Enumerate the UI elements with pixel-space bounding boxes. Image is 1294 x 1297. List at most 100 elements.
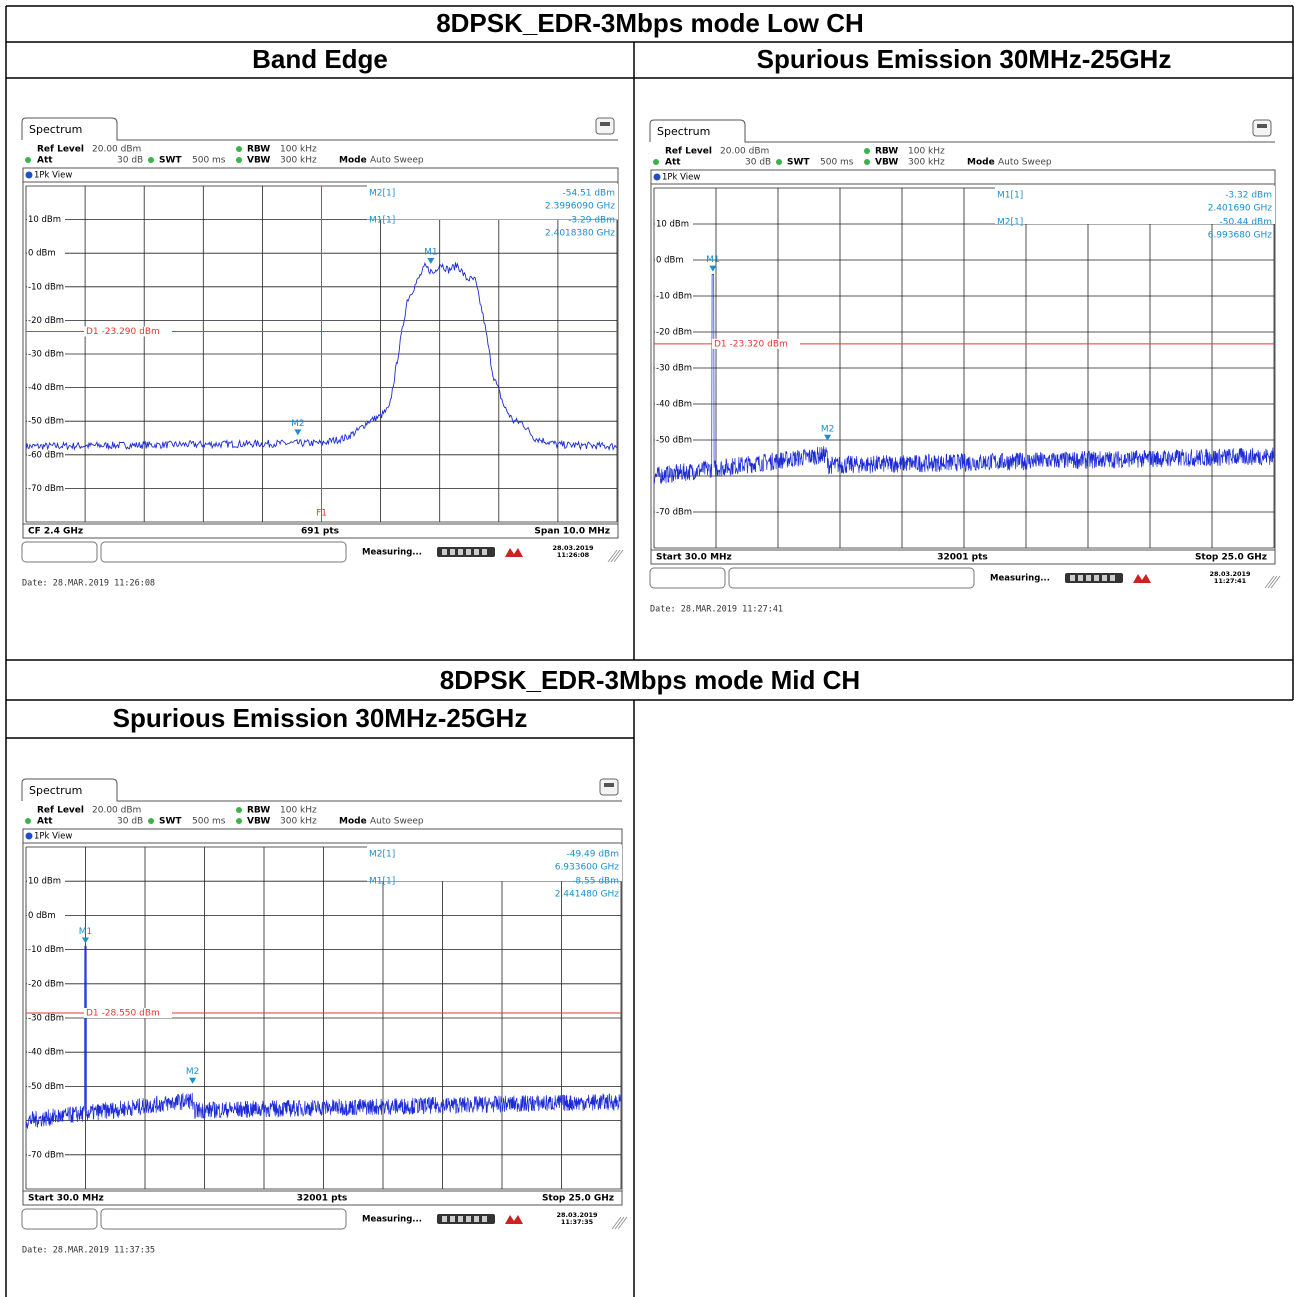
resize-grip xyxy=(1267,575,1278,589)
tab xyxy=(21,117,618,141)
frequency-line-label: F1 xyxy=(316,509,327,519)
y-axis-label: -50 dBm xyxy=(28,1082,64,1092)
progress-step xyxy=(466,1216,471,1222)
resize-grip xyxy=(613,549,624,563)
footer-start: Start 30.0 MHz xyxy=(28,1194,104,1204)
value: 300 kHz xyxy=(908,158,945,168)
value: 300 kHz xyxy=(280,156,317,166)
y-label-bg xyxy=(655,219,693,229)
y-label-bg xyxy=(27,910,65,921)
value: 30 dB xyxy=(117,817,143,827)
view-label: 1Pk View xyxy=(34,832,72,842)
y-label-bg xyxy=(27,281,65,292)
screen-frame xyxy=(650,169,1276,565)
label: VBW xyxy=(875,158,898,168)
status-dot xyxy=(776,159,782,165)
cell-heading: Spurious Emission 30MHz-25GHz xyxy=(113,703,528,733)
view-dot xyxy=(25,171,33,179)
y-label-bg xyxy=(27,416,65,427)
label: Ref Level xyxy=(665,147,712,157)
marker-label: M1 xyxy=(79,927,93,937)
y-axis-label: -10 dBm xyxy=(28,945,64,955)
logo xyxy=(505,548,523,557)
status-dot xyxy=(864,159,870,165)
value: Auto Sweep xyxy=(370,156,424,166)
y-axis-label: -70 dBm xyxy=(28,484,64,494)
marker-label: M2 xyxy=(821,424,835,434)
label: RBW xyxy=(875,147,898,157)
y-axis-label: -30 dBm xyxy=(28,350,64,360)
progress-step xyxy=(466,549,471,555)
y-label-bg xyxy=(27,248,65,259)
readout-freq: 2.441480 GHz xyxy=(555,890,620,900)
stamp-date: 28.03.2019 xyxy=(556,1211,598,1219)
resize-grip xyxy=(611,1216,622,1230)
y-label-bg xyxy=(655,399,693,409)
y-axis-label: 0 dBm xyxy=(656,256,684,266)
value: Auto Sweep xyxy=(370,817,424,827)
label: RBW xyxy=(247,145,270,155)
value: 500 ms xyxy=(192,817,226,827)
section-title: 8DPSK_EDR-3Mbps mode Low CH xyxy=(436,8,864,38)
status-dot xyxy=(148,818,154,824)
marker xyxy=(82,937,89,944)
y-axis-label: 10 dBm xyxy=(28,877,61,887)
footer-end: Span 10.0 MHz xyxy=(534,527,610,537)
display-line-label: D1 -23.290 dBm xyxy=(86,327,160,337)
progress-step xyxy=(474,549,479,555)
marker xyxy=(824,434,832,441)
readout-level: -3.32 dBm xyxy=(1225,191,1272,201)
value: 100 kHz xyxy=(280,145,317,155)
screen-frame xyxy=(22,828,623,1206)
value: 500 ms xyxy=(192,156,226,166)
progress-step xyxy=(1070,575,1075,581)
readout-name: M1[1] xyxy=(369,216,395,226)
readout-freq: 2.401690 GHz xyxy=(1208,204,1273,214)
marker-label: M2 xyxy=(186,1067,200,1077)
readout-area xyxy=(367,845,622,882)
y-label-bg xyxy=(27,315,65,326)
progress-step xyxy=(474,1216,479,1222)
y-label-bg xyxy=(27,876,65,887)
y-label-bg xyxy=(27,449,65,460)
readout-name: M2[1] xyxy=(369,850,395,860)
readout-level: -50.44 dBm xyxy=(1219,218,1272,228)
label: Ref Level xyxy=(37,806,84,816)
value: 100 kHz xyxy=(280,806,317,816)
readout-level: -8.55 dBm xyxy=(572,877,619,887)
status-dot xyxy=(236,157,242,163)
y-label-bg xyxy=(27,1081,65,1092)
date-line: Date: 28.MAR.2019 11:27:41 xyxy=(650,605,783,615)
status-box xyxy=(21,541,98,563)
progress-step xyxy=(450,549,455,555)
readout-freq: 6.993680 GHz xyxy=(1208,231,1273,241)
footer-points: 691 pts xyxy=(301,527,339,537)
readout-freq: 6.933600 GHz xyxy=(555,863,620,873)
status-dot xyxy=(25,157,31,163)
y-axis-label: 10 dBm xyxy=(28,215,61,225)
footer-points: 32001 pts xyxy=(937,553,988,563)
menu-icon-bar xyxy=(1257,124,1267,128)
status-text: Measuring... xyxy=(362,548,422,558)
marker-label: M1 xyxy=(424,247,438,257)
status-text: Measuring... xyxy=(362,1215,422,1225)
status-box xyxy=(728,567,975,589)
y-label-bg xyxy=(27,978,65,989)
footer-start: CF 2.4 GHz xyxy=(28,527,83,537)
readout-area xyxy=(995,186,1275,224)
view-label: 1Pk View xyxy=(662,173,700,183)
marker xyxy=(294,429,302,436)
y-axis-label: -40 dBm xyxy=(28,1048,64,1058)
label: Att xyxy=(665,158,681,168)
tab xyxy=(649,119,1275,143)
y-axis-label: -50 dBm xyxy=(656,436,692,446)
marker xyxy=(189,1077,197,1084)
readout-name: M1[1] xyxy=(997,191,1023,201)
resize-grip xyxy=(610,549,621,563)
value: 300 kHz xyxy=(280,817,317,827)
value: 30 dB xyxy=(745,158,771,168)
stamp-time: 11:27:41 xyxy=(1214,577,1247,585)
marker xyxy=(709,265,717,272)
y-label-bg xyxy=(655,255,693,265)
label: Ref Level xyxy=(37,145,84,155)
